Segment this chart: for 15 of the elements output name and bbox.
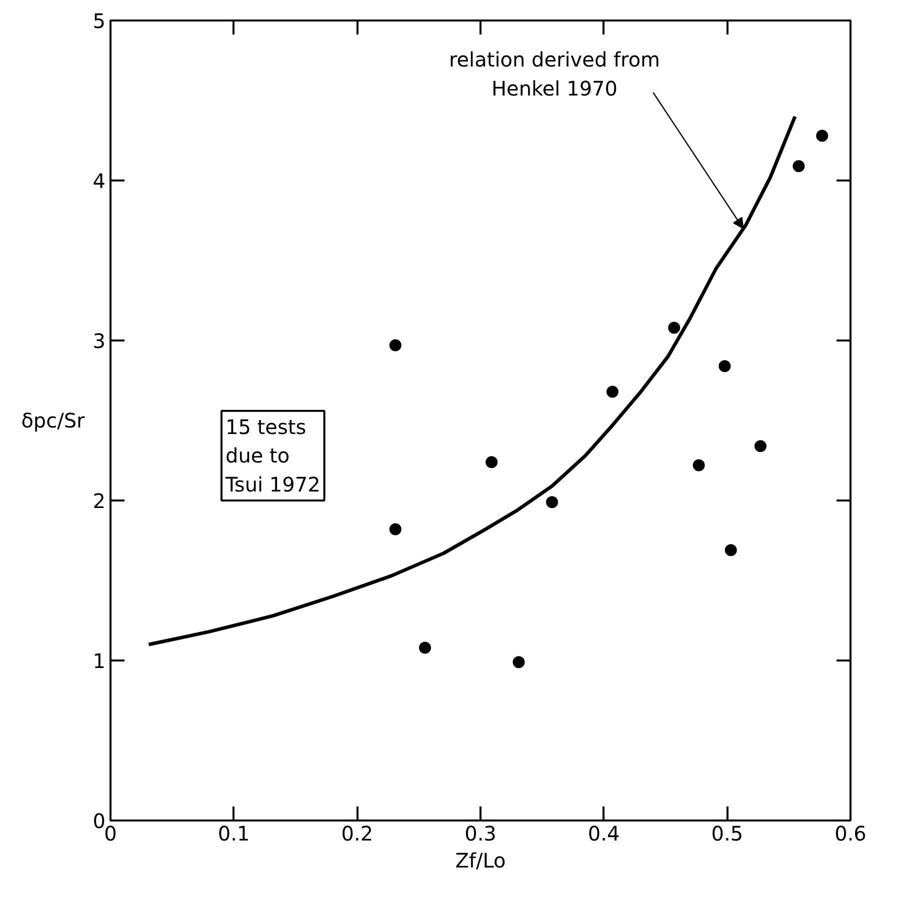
y-tick-label: 5 [92,9,106,33]
y-tick-label: 1 [92,649,106,673]
x-tick-label: 0.1 [218,822,250,846]
y-tick-label: 3 [92,329,106,353]
y-axis-title: δpc/Sr [21,408,86,432]
x-tick-label: 0.5 [711,822,744,846]
annotation: relation derived from Henkel 1970 [448,48,660,100]
x-tick-label: 0.2 [341,822,374,846]
y-tick-label: 4 [92,169,106,193]
x-tick-label: 0.4 [588,822,620,846]
x-tick-label: 0.6 [834,822,866,846]
x-axis-title: Zf/Lo [455,848,506,872]
y-tick-label: 2 [92,489,106,513]
x-tick-label: 0.3 [464,822,496,846]
annotation: 15 tests due to Tsui 1972 [224,414,320,496]
